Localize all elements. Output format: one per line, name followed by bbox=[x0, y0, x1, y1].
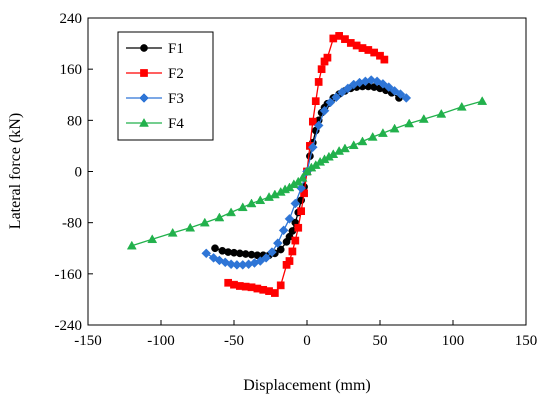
series-f2-point bbox=[285, 257, 294, 265]
series-f2-point bbox=[288, 247, 297, 256]
series-f4-point bbox=[226, 207, 237, 217]
series-f4 bbox=[126, 96, 488, 250]
series-f4-point bbox=[367, 131, 378, 141]
series-f3-point bbox=[325, 97, 336, 108]
y-tick-label: 160 bbox=[60, 62, 83, 78]
series-f3-point bbox=[201, 248, 212, 259]
legend-item-f3: F3 bbox=[126, 91, 184, 107]
series-f2-point bbox=[314, 78, 323, 86]
series-f3-point bbox=[226, 259, 236, 270]
y-tick-label: -240 bbox=[55, 318, 83, 334]
series-f2-point bbox=[297, 207, 306, 216]
series-f4-point bbox=[377, 128, 388, 137]
series-f4-point bbox=[147, 234, 158, 244]
series-f2-point bbox=[380, 55, 389, 64]
series-f3-point bbox=[313, 120, 324, 131]
series-f4-point bbox=[389, 123, 400, 133]
series-f4-point bbox=[477, 96, 488, 105]
series-f3-point bbox=[383, 82, 394, 92]
y-tick-label: 80 bbox=[67, 113, 82, 129]
legend-swatch-marker bbox=[139, 93, 149, 103]
series-f2-point bbox=[311, 97, 320, 105]
series-f3-point bbox=[278, 225, 289, 236]
series-f2-point bbox=[294, 223, 303, 232]
legend-swatch-marker bbox=[140, 69, 148, 77]
legend-label: F3 bbox=[168, 91, 184, 107]
series-f4-point bbox=[255, 195, 266, 205]
series-f4-point bbox=[126, 240, 137, 250]
series-f4-point bbox=[297, 172, 308, 182]
series-f4-point bbox=[246, 198, 257, 208]
y-axis-title: Lateral force (kN) bbox=[7, 113, 24, 229]
x-tick-label: 100 bbox=[442, 333, 465, 349]
series-f1-point bbox=[211, 244, 219, 253]
legend-swatch-marker bbox=[139, 117, 149, 127]
series-f3-point bbox=[272, 238, 283, 248]
series-f3-point bbox=[331, 92, 342, 103]
y-tick-label: 240 bbox=[60, 11, 83, 27]
series-f2-point bbox=[323, 53, 332, 62]
x-tick-label: -50 bbox=[224, 333, 244, 349]
series-f4-point bbox=[436, 108, 447, 118]
series-f3-point bbox=[343, 83, 353, 94]
x-tick-label: 150 bbox=[515, 333, 538, 349]
series-f4-point bbox=[185, 222, 196, 232]
x-tick-label: -100 bbox=[147, 333, 175, 349]
series-layer bbox=[126, 32, 488, 297]
series-f4-point bbox=[456, 101, 467, 111]
series-f3-point bbox=[261, 252, 271, 263]
legend: F1 F2 F3 F4 bbox=[117, 31, 214, 141]
legend-item-f1: F1 bbox=[126, 41, 184, 57]
legend-box bbox=[117, 31, 214, 141]
series-f3-point bbox=[267, 247, 277, 257]
series-f2-point bbox=[308, 117, 317, 126]
series-f4-point bbox=[418, 114, 429, 123]
legend-label: F1 bbox=[168, 41, 184, 57]
series-f3-point bbox=[284, 213, 295, 224]
legend-swatch-marker bbox=[140, 44, 148, 52]
x-tick-label: 0 bbox=[303, 333, 311, 349]
legend-item-f4: F4 bbox=[126, 116, 184, 132]
y-tick-label: -160 bbox=[55, 267, 83, 283]
legend-label: F2 bbox=[168, 66, 184, 82]
series-f4-point bbox=[404, 118, 415, 128]
series-f3-point bbox=[296, 183, 307, 193]
series-f1-point bbox=[276, 245, 285, 254]
series-f3-point bbox=[401, 93, 412, 103]
x-axis-title: Displacement (mm) bbox=[243, 377, 371, 394]
series-f4-point bbox=[357, 136, 368, 146]
series-f4-point bbox=[167, 227, 178, 237]
series-f2-point bbox=[271, 289, 279, 297]
series-f4-point bbox=[237, 202, 248, 212]
series-f4-point bbox=[348, 140, 359, 150]
ticks: -150 -100 -50 0 50 100 150 -240 -160 -80 0 80 160 240 bbox=[55, 11, 538, 349]
x-tick-label: -150 bbox=[74, 333, 102, 349]
y-tick-label: -80 bbox=[62, 216, 82, 232]
series-f3 bbox=[201, 75, 412, 270]
y-tick-label: 0 bbox=[75, 165, 83, 181]
series-f4-point bbox=[199, 217, 210, 227]
legend-item-f2: F2 bbox=[126, 66, 184, 82]
series-f3-point bbox=[290, 198, 301, 209]
series-f3-point bbox=[395, 89, 406, 99]
series-f4-point bbox=[214, 212, 225, 222]
series-f2-point bbox=[276, 281, 285, 290]
series-f4-point bbox=[340, 143, 350, 153]
series-f2-point bbox=[291, 236, 300, 245]
x-tick-label: 50 bbox=[373, 333, 388, 349]
legend-label: F4 bbox=[168, 116, 184, 132]
series-f3-point bbox=[319, 105, 330, 116]
series-f2-point bbox=[317, 65, 326, 74]
series-f3-point bbox=[307, 142, 318, 153]
series-f3-point bbox=[337, 87, 347, 98]
